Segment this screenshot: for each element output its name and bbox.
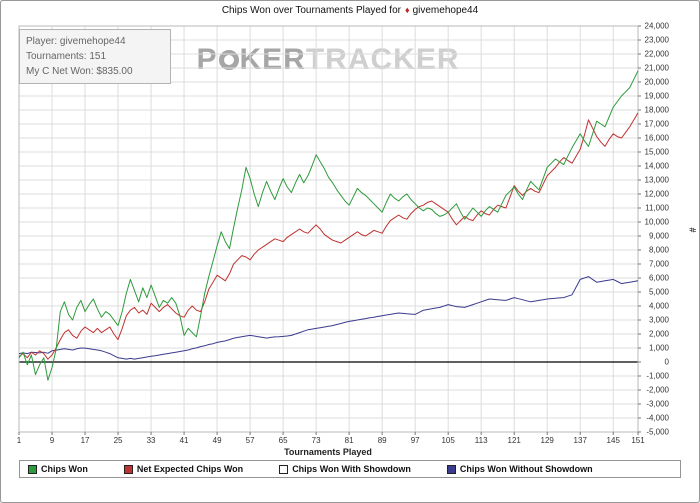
legend-swatch-chips-won-with-showdown [279,464,289,474]
y-tick-label: 13,000 [645,176,670,185]
page-title: Chips Won over Tournaments Played for ♦ gi… [1,5,699,16]
x-tick-label: 105 [441,436,455,445]
x-tick-label: 1 [17,436,22,445]
x-tick-label: 9 [50,436,55,445]
y-tick-label: 24,000 [645,22,670,31]
y-tick-label: 15,000 [645,148,670,157]
y-tick-label: 7,000 [649,260,670,269]
x-tick-label: 49 [213,436,222,445]
x-axis-title: Tournaments Played [284,447,372,457]
y-tick-label: 9,000 [649,232,670,241]
x-tick-label: 113 [475,436,488,445]
y-tick-label: 3,000 [649,316,670,325]
legend-label: Net Expected Chips Won [136,464,244,474]
y-tick-label: 2,000 [649,330,670,339]
legend: Chips Won Net Expected Chips Won Chips Won… [19,460,681,478]
legend-item-net-expected-chips-won: Net Expected Chips Won [123,464,244,474]
info-tournaments-line: Tournaments: 151 [26,51,107,62]
y-tick-label: 23,000 [645,36,670,45]
y-tick-label: -1,000 [646,372,669,381]
y-tick-label: 14,000 [645,162,670,171]
info-net-won-line: My C Net Won: $835.00 [26,66,133,77]
title-player-name: givemehope44 [412,5,479,16]
y-tick-label: -2,000 [646,386,669,395]
legend-item-chips-won: Chips Won [28,464,88,474]
x-tick-label: 129 [541,436,555,445]
legend-item-chips-won-with-showdown: Chips Won With Showdown [279,464,411,474]
x-tick-label: 65 [279,436,288,445]
y-tick-label: 12,000 [645,190,670,199]
player-icon: ♦ [404,5,410,15]
series-line-net-expected-chips-won [18,112,639,360]
y-tick-label: -5,000 [646,428,669,437]
y-tick-label: 6,000 [649,274,670,283]
x-tick-label: 33 [147,436,156,445]
legend-label: Chips Won [41,464,88,474]
y-tick-label: -4,000 [646,414,669,423]
y-tick-label: 22,000 [645,50,670,59]
player-info-box: Player: givemehope44 Tournaments: 151 My… [19,29,171,84]
y-tick-label: 19,000 [645,92,670,101]
y-tick-label: 10,000 [645,218,670,227]
x-tick-label: 17 [81,436,90,445]
y-tick-label: 11,000 [645,204,669,213]
x-tick-label: 145 [607,436,621,445]
axis-tick-labels: -5,000 -4,000 -3,000 -2,000 -1,000 0 1,000 2,00… [17,22,670,446]
x-tick-label: 89 [378,436,387,445]
gridlines [18,25,639,433]
y-tick-label: 17,000 [645,120,670,129]
x-tick-label: 57 [246,436,255,445]
legend-label: Chips Won With Showdown [292,464,411,474]
info-player-line: Player: givemehope44 [26,36,126,47]
legend-swatch-chips-won [28,464,37,474]
legend-swatch-chips-won-without-showdown [446,464,456,474]
y-tick-label: 0 [665,358,670,367]
x-tick-label: 73 [312,436,321,445]
y-tick-label: 4,000 [649,302,670,311]
x-tick-label: 121 [508,436,522,445]
y-tick-label: 5,000 [649,288,670,297]
y-tick-label: 8,000 [649,246,670,255]
legend-label: Chips Won Without Showdown [459,464,593,474]
y-tick-label: 16,000 [645,134,670,143]
x-tick-label: 25 [114,436,123,445]
y-tick-label: 20,000 [645,78,670,87]
series-line-chips-won-without-showdown [18,276,639,360]
x-tick-label: 137 [574,436,588,445]
title-text: Chips Won over Tournaments Played for [221,5,401,16]
x-tick-label: 97 [411,436,420,445]
y-tick-label: 21,000 [645,64,670,73]
x-tick-label: 81 [345,436,354,445]
legend-swatch-net-expected-chips-won [123,464,133,474]
y-tick-label: -3,000 [646,400,669,409]
plot-border [18,25,639,433]
x-tick-label: 41 [180,436,189,445]
y-tick-label: 18,000 [645,106,670,115]
x-tick-label: 151 [631,436,645,445]
y-tick-label: 1,000 [649,344,670,353]
legend-item-chips-won-without-showdown: Chips Won Without Showdown [446,464,593,474]
y-axis-title: # [687,227,698,233]
series-line-chips-won [18,70,639,381]
